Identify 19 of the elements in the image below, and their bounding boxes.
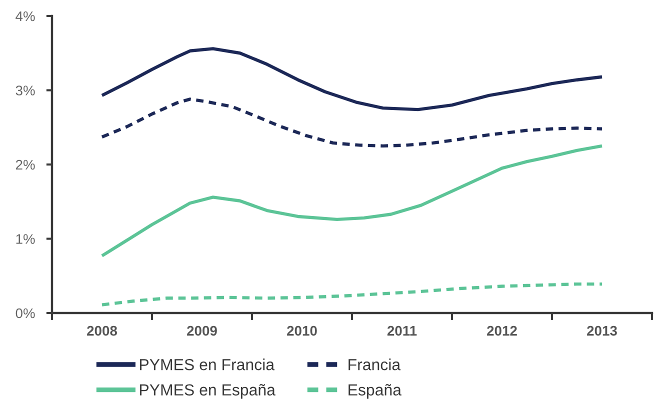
line-series xyxy=(100,282,604,306)
y-tick-label: 4% xyxy=(16,11,35,22)
x-tick-label: 2009 xyxy=(187,326,217,336)
legend-label: PYMES en España xyxy=(140,384,276,399)
x-tick-label: 2008 xyxy=(87,326,118,336)
legend-label: Francia xyxy=(348,358,401,370)
legend-label: PYMES en Francia xyxy=(140,358,275,370)
legend-label: España xyxy=(348,384,402,399)
y-tick-label: 3% xyxy=(16,86,35,96)
x-tick-label: 2010 xyxy=(287,326,317,336)
y-tick-label: 2% xyxy=(16,160,35,170)
x-tick-label: 2012 xyxy=(487,326,517,336)
x-tick-label: 2013 xyxy=(587,326,617,336)
line-series xyxy=(100,47,604,112)
y-tick-label: 1% xyxy=(16,234,35,244)
y-tick-label: 0% xyxy=(16,308,35,318)
x-tick-label: 2011 xyxy=(387,326,417,336)
line-series xyxy=(100,98,604,148)
line-series xyxy=(100,144,604,258)
